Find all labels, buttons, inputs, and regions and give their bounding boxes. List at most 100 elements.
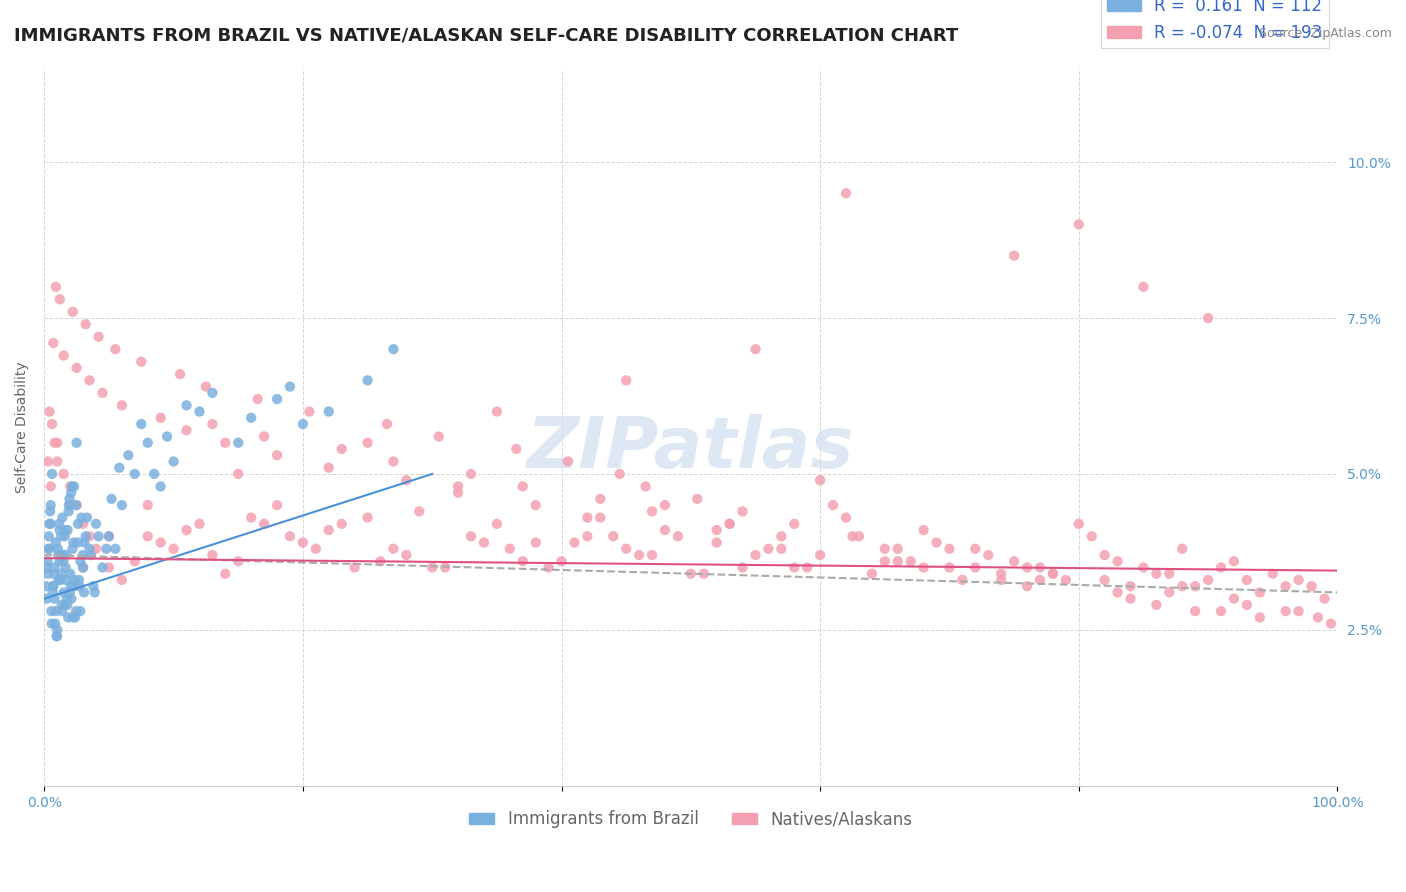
Point — [1067, 516, 1090, 531]
Point — [65, 498, 87, 512]
Point — [408, 504, 430, 518]
Point — [1320, 616, 1343, 631]
Point — [55, 548, 77, 562]
Point — [124, 554, 146, 568]
Point — [39, 498, 62, 512]
Point — [343, 560, 366, 574]
Point — [266, 392, 288, 406]
Point — [589, 491, 612, 506]
Point — [100, 491, 122, 506]
Point — [1274, 604, 1296, 618]
Point — [370, 554, 392, 568]
Point — [783, 560, 806, 574]
Point — [80, 548, 103, 562]
Point — [84, 516, 107, 531]
Point — [395, 548, 418, 562]
Point — [278, 379, 301, 393]
Point — [576, 510, 599, 524]
Point — [1107, 554, 1129, 568]
Point — [1197, 573, 1219, 587]
Point — [69, 604, 91, 618]
Point — [602, 529, 624, 543]
Point — [1313, 591, 1336, 606]
Point — [104, 342, 127, 356]
Point — [1301, 579, 1323, 593]
Point — [887, 554, 910, 568]
Point — [1029, 573, 1052, 587]
Point — [214, 435, 236, 450]
Point — [60, 591, 83, 606]
Point — [395, 473, 418, 487]
Point — [73, 585, 96, 599]
Point — [938, 560, 960, 574]
Point — [718, 516, 741, 531]
Point — [318, 404, 340, 418]
Point — [382, 541, 405, 556]
Point — [1042, 566, 1064, 581]
Point — [1067, 218, 1090, 232]
Point — [796, 560, 818, 574]
Point — [950, 573, 973, 587]
Point — [37, 566, 59, 581]
Point — [72, 560, 94, 574]
Point — [49, 566, 72, 581]
Point — [240, 510, 263, 524]
Point — [72, 548, 94, 562]
Point — [45, 629, 67, 643]
Point — [912, 560, 935, 574]
Point — [266, 448, 288, 462]
Point — [59, 498, 82, 512]
Point — [706, 535, 728, 549]
Point — [1236, 573, 1258, 587]
Point — [79, 529, 101, 543]
Point — [97, 529, 120, 543]
Point — [1236, 598, 1258, 612]
Point — [72, 516, 94, 531]
Point — [45, 535, 67, 549]
Point — [1209, 604, 1232, 618]
Point — [614, 373, 637, 387]
Point — [46, 623, 69, 637]
Point — [38, 541, 60, 556]
Point — [485, 516, 508, 531]
Point — [111, 573, 134, 587]
Point — [60, 479, 83, 493]
Point — [55, 573, 77, 587]
Point — [176, 523, 198, 537]
Point — [72, 560, 94, 574]
Y-axis label: Self-Care Disability: Self-Care Disability — [15, 361, 30, 493]
Point — [48, 523, 70, 537]
Point — [108, 460, 131, 475]
Point — [56, 523, 79, 537]
Point — [246, 392, 269, 406]
Point — [1144, 566, 1167, 581]
Point — [873, 554, 896, 568]
Point — [460, 467, 482, 481]
Point — [214, 566, 236, 581]
Point — [654, 498, 676, 512]
Point — [524, 535, 547, 549]
Point — [634, 479, 657, 493]
Point — [63, 610, 86, 624]
Point — [143, 467, 166, 481]
Point — [58, 610, 80, 624]
Point — [744, 548, 766, 562]
Point — [49, 554, 72, 568]
Point — [731, 560, 754, 574]
Point — [305, 541, 328, 556]
Point — [201, 417, 224, 431]
Point — [1144, 598, 1167, 612]
Point — [55, 560, 77, 574]
Point — [679, 566, 702, 581]
Point — [460, 529, 482, 543]
Point — [53, 598, 76, 612]
Point — [38, 516, 60, 531]
Point — [1159, 585, 1181, 599]
Point — [900, 554, 922, 568]
Point — [136, 498, 159, 512]
Point — [1132, 280, 1154, 294]
Point — [136, 529, 159, 543]
Point — [718, 516, 741, 531]
Point — [58, 504, 80, 518]
Point — [298, 404, 321, 418]
